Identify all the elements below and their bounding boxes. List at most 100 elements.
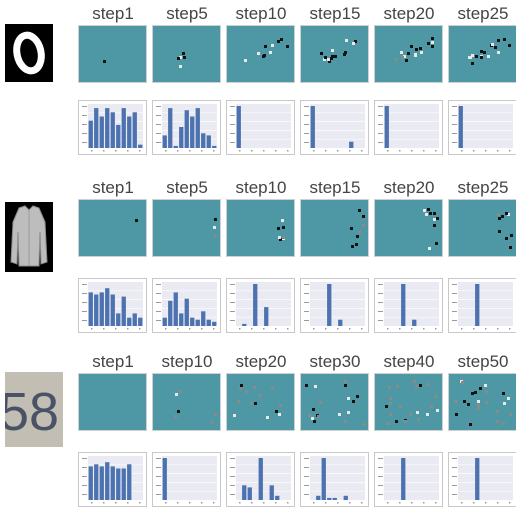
histogram-bar <box>162 317 167 326</box>
scatter-point <box>503 402 506 405</box>
scatter-panel <box>300 199 369 257</box>
scatter-point <box>454 400 457 403</box>
plot-area <box>458 282 513 326</box>
scatter-point <box>358 209 361 212</box>
y-tick-mark <box>156 485 161 486</box>
y-tick-mark <box>378 293 383 294</box>
histogram-bar <box>247 487 252 500</box>
scatter-point <box>308 414 311 417</box>
histogram-bar <box>94 294 99 326</box>
scatter-point <box>250 402 253 405</box>
x-tick-mark <box>411 150 413 152</box>
x-tick-mark <box>497 150 499 152</box>
scatter-panel <box>374 25 443 83</box>
scatter-point <box>435 242 438 245</box>
histogram-bar <box>127 317 132 326</box>
scatter-point <box>471 62 474 65</box>
x-tick-mark <box>387 502 389 504</box>
mnist-zero-image <box>5 24 53 82</box>
scatter-point <box>423 209 426 212</box>
scatter-point <box>281 219 284 222</box>
scatter-point <box>277 40 280 43</box>
histogram-bar <box>110 466 115 500</box>
y-tick-mark <box>304 311 309 312</box>
y-tick-mark <box>82 494 87 495</box>
scatter-point <box>433 212 436 215</box>
histogram-bar <box>206 135 211 148</box>
y-tick-mark <box>378 320 383 321</box>
y-tick-mark <box>230 458 235 459</box>
histogram-bar <box>412 319 417 326</box>
y-tick-mark <box>82 311 87 312</box>
scatter-point <box>389 397 392 400</box>
scatter-point <box>503 38 506 41</box>
histogram-chart <box>78 278 147 333</box>
y-tick-mark <box>156 320 161 321</box>
y-tick-mark <box>230 142 235 143</box>
histogram-bar <box>99 116 104 148</box>
y-tick-mark <box>304 115 309 116</box>
step-label: step20 <box>383 4 435 23</box>
histogram-chart <box>152 452 221 507</box>
step-label: step1 <box>92 352 134 371</box>
scatter-point <box>282 236 285 239</box>
y-tick-mark <box>452 106 457 107</box>
scatter-point <box>507 213 510 216</box>
x-tick-mark <box>213 502 215 504</box>
step-label: step25 <box>457 178 509 197</box>
x-tick-mark <box>509 328 511 330</box>
y-tick-mark <box>156 293 161 294</box>
histogram-bar <box>88 466 93 500</box>
scatter-panel <box>448 25 516 83</box>
scatter-point <box>271 44 274 47</box>
scatter-point <box>479 387 482 390</box>
svhn-digits-image: 58 <box>5 372 63 447</box>
scatter-point <box>279 238 282 241</box>
scatter-point <box>497 39 500 42</box>
scatter-point <box>498 230 501 233</box>
histogram-bar <box>88 120 93 148</box>
x-tick-mark <box>423 150 425 152</box>
histogram-chart <box>152 100 221 155</box>
y-tick-mark <box>82 302 87 303</box>
step-label: step25 <box>457 4 509 23</box>
scatter-point <box>409 413 412 416</box>
step-label: step20 <box>235 352 287 371</box>
y-tick-mark <box>82 142 87 143</box>
histogram-bar <box>321 458 326 500</box>
scatter-point <box>253 386 256 389</box>
x-tick-mark <box>139 150 141 152</box>
scatter-point <box>358 231 361 234</box>
scatter-point <box>177 57 180 60</box>
scatter-point <box>305 384 308 387</box>
x-tick-mark <box>485 150 487 152</box>
scatter-point <box>484 384 487 387</box>
scatter-point <box>400 51 403 54</box>
histogram-bar <box>310 106 315 148</box>
histogram-chart <box>448 100 516 155</box>
x-tick-mark <box>91 328 93 330</box>
histogram-chart <box>300 100 369 155</box>
fashion-shirt-image <box>5 202 53 272</box>
histogram-bar <box>94 464 99 500</box>
histogram-bar <box>184 298 189 326</box>
scatter-point <box>286 45 289 48</box>
x-tick-mark <box>361 150 363 152</box>
histogram-bar <box>99 292 104 326</box>
scatter-panel <box>374 199 443 257</box>
scatter-point <box>471 54 474 57</box>
x-tick-mark <box>189 502 191 504</box>
x-tick-mark <box>399 150 401 152</box>
scatter-point <box>177 410 180 413</box>
scatter-point <box>324 56 327 59</box>
x-tick-mark <box>399 328 401 330</box>
scatter-point <box>278 236 281 239</box>
scatter-point <box>312 408 315 411</box>
histogram-bar <box>105 108 110 148</box>
histogram-bar <box>88 292 93 326</box>
scatter-point <box>471 392 474 395</box>
scatter-point <box>264 45 267 48</box>
histogram-bar <box>269 485 274 500</box>
x-tick-mark <box>509 502 511 504</box>
x-tick-mark <box>139 502 141 504</box>
